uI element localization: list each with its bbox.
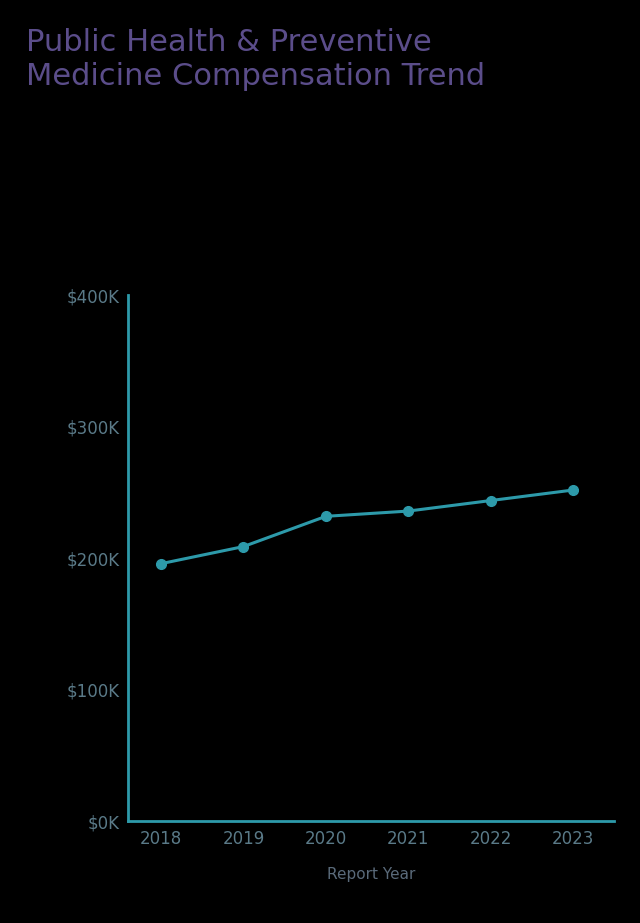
Text: Public Health & Preventive
Medicine Compensation Trend: Public Health & Preventive Medicine Comp… (26, 28, 484, 91)
X-axis label: Report Year: Report Year (327, 868, 415, 882)
